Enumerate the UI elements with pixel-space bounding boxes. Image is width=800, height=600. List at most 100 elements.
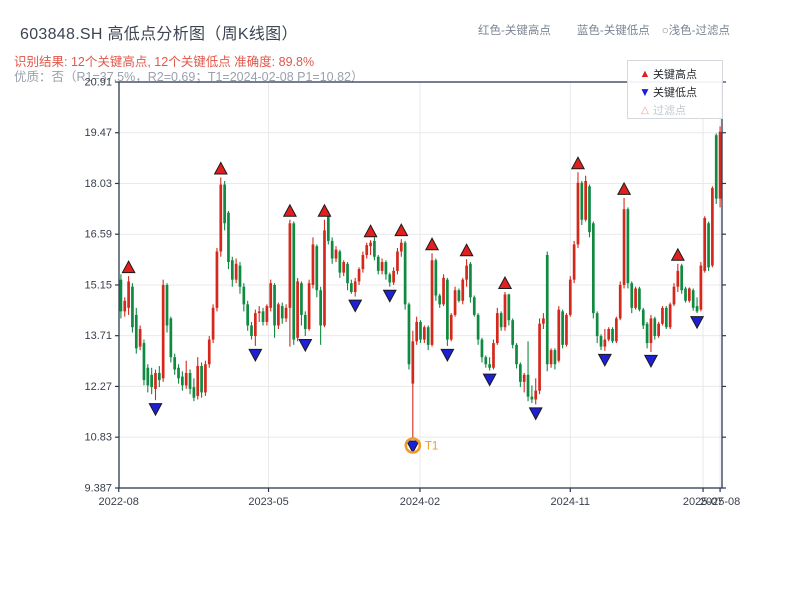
candle-body [261, 311, 265, 322]
key-high-marker [282, 203, 297, 217]
candle-body [588, 186, 591, 233]
candle-body [211, 307, 215, 340]
candle-body [292, 223, 296, 340]
candle-body [442, 277, 445, 305]
key-low-triangle-icon: ▼ [639, 85, 651, 99]
candle-body [319, 290, 322, 326]
candle-body [204, 364, 207, 393]
y-tick-label: 19.47 [84, 127, 112, 139]
candle-body [672, 286, 676, 305]
candle-body [649, 318, 653, 344]
candle-body [127, 281, 130, 308]
key-low-marker [248, 348, 263, 362]
candle-body [661, 307, 664, 324]
candle-body [269, 283, 273, 308]
candle-body [376, 256, 380, 271]
header-legend: 红色-关键高点 蓝色-关键低点 ○浅色-过滤点 [478, 22, 730, 38]
candle-body [492, 343, 495, 368]
x-tick-label: 2024-11 [551, 496, 591, 508]
key-high-marker [459, 243, 474, 257]
candle-body [449, 314, 453, 340]
candle-body [284, 307, 288, 319]
candle-body [714, 135, 718, 199]
key-low-marker [405, 440, 420, 454]
candle-body [192, 387, 196, 398]
x-tick-label: 2022-08 [99, 496, 139, 508]
candle-body [615, 318, 618, 342]
candle-body [553, 350, 557, 365]
candle-body [507, 294, 511, 321]
key-high-marker [670, 247, 685, 261]
candle-body [557, 309, 561, 361]
candle-body [684, 288, 687, 301]
candle-body [230, 260, 234, 280]
candle-body [446, 279, 449, 340]
candle-body [691, 290, 695, 308]
candle-body [238, 265, 242, 287]
candle-body [695, 306, 699, 312]
candle-body [323, 230, 326, 326]
candle-body [653, 318, 657, 337]
key-low-marker [643, 354, 658, 368]
candle-body [607, 328, 611, 340]
candle-body [184, 373, 188, 386]
candle-body [422, 327, 426, 340]
candle-body [534, 390, 538, 400]
candle-body [703, 218, 707, 271]
candle-body [357, 269, 361, 282]
candle-body [330, 240, 334, 259]
candle-body [630, 283, 634, 308]
candle-body [611, 328, 614, 342]
candle-body [350, 283, 353, 292]
candle-body [207, 339, 211, 365]
candle-body [154, 373, 157, 389]
candle-body [530, 396, 534, 400]
candle-body [572, 244, 576, 280]
candle-body [123, 300, 127, 312]
candle-body [277, 304, 280, 326]
candle-body [173, 357, 177, 370]
candle-body [542, 318, 545, 324]
legend-filtered-label: 过滤点 [653, 105, 686, 117]
candle-body [645, 323, 649, 344]
candle-body [169, 318, 173, 358]
key-high-marker [497, 275, 513, 289]
candle-body [626, 209, 630, 284]
candle-body [342, 262, 346, 273]
candle-body [253, 313, 257, 337]
candle-body [718, 131, 722, 199]
candle-body [591, 223, 595, 314]
candle-body [196, 365, 200, 396]
legend-key-high-label: 关键高点 [653, 69, 697, 81]
key-low-marker [298, 339, 313, 353]
key-high-marker [394, 223, 409, 237]
candle-body [407, 304, 411, 365]
t1-label: T1 [425, 441, 438, 453]
candle-body [484, 357, 488, 365]
candle-body [411, 341, 415, 384]
candle-body [346, 263, 349, 284]
candle-body [384, 262, 388, 275]
x-tick-label: 2024-02 [400, 496, 440, 508]
y-axis: 20.91 19.47 18.03 16.59 15.15 13.71 12.27 10.83… [84, 77, 726, 495]
candle-body [641, 309, 645, 326]
candle-body [388, 274, 392, 283]
page-title: 603848.SH 高低点分析图（周K线图） [20, 26, 298, 43]
candle-body [296, 281, 299, 338]
key-high-marker [570, 156, 586, 170]
key-high-marker [617, 181, 632, 195]
candle-body [453, 290, 457, 315]
candle-body [476, 314, 480, 340]
candle-body [519, 364, 522, 382]
candle-body [257, 311, 261, 314]
x-tick-label: 2025-08 [700, 496, 740, 508]
candle-body [219, 184, 223, 252]
recognition-result-text: 识别结果: 12个关键高点, 12个关键低点 准确度: 89.8% [14, 55, 315, 69]
candle-body [415, 321, 419, 342]
key-low-marker [528, 407, 543, 421]
candle-body [618, 284, 622, 319]
y-tick-label: 13.71 [84, 330, 112, 342]
x-tick-label: 2025-07 [683, 496, 723, 508]
key-high-marker [363, 224, 378, 238]
